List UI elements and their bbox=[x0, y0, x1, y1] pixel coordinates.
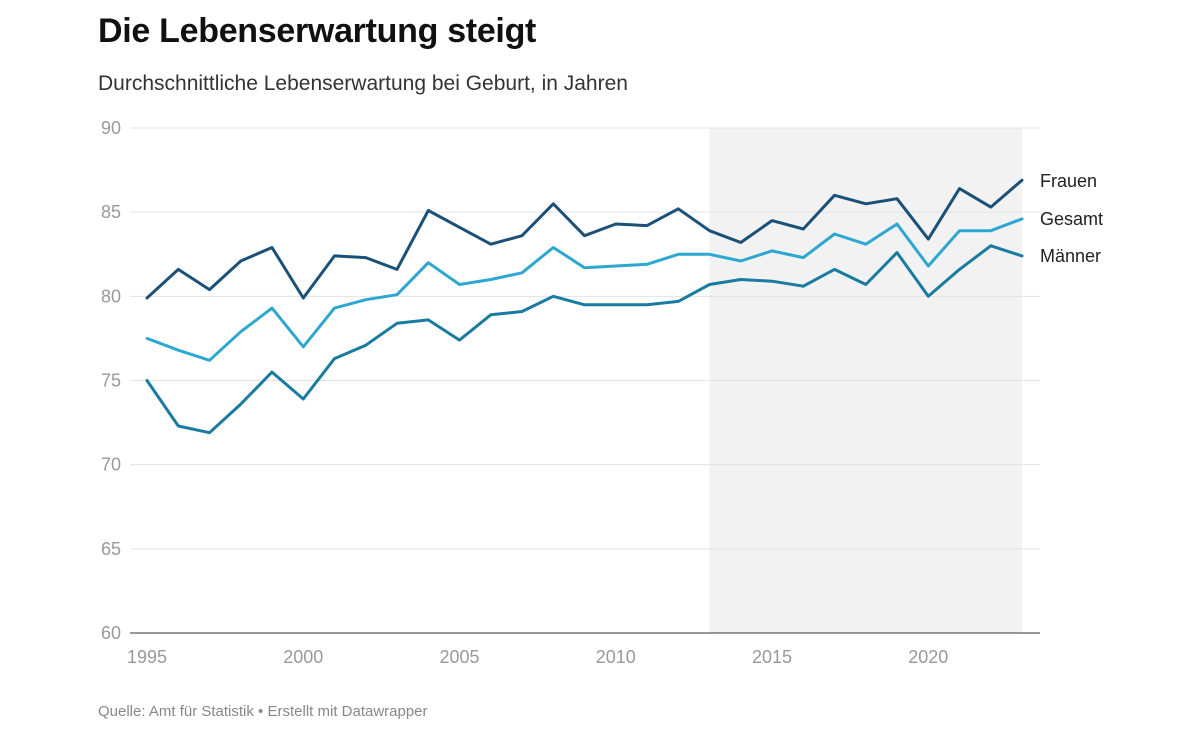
series-label-männer: Männer bbox=[1040, 246, 1101, 266]
x-tick-label: 2000 bbox=[283, 647, 323, 667]
y-tick-label: 90 bbox=[101, 118, 121, 138]
gridlines bbox=[130, 127, 1040, 634]
y-tick-label: 70 bbox=[101, 455, 121, 475]
y-tick-label: 75 bbox=[101, 371, 121, 391]
x-tick-labels: 1995 2000 2005 2010 2015 2020 bbox=[127, 647, 948, 667]
x-tick-label: 2005 bbox=[439, 647, 479, 667]
chart-subtitle: Durchschnittliche Lebenserwartung bei Ge… bbox=[98, 72, 628, 95]
x-tick-label: 1995 bbox=[127, 647, 167, 667]
x-tick-label: 2020 bbox=[908, 647, 948, 667]
source-note: Quelle: Amt für Statistik • Erstellt mit… bbox=[98, 703, 428, 720]
y-tick-label: 80 bbox=[101, 286, 121, 306]
x-tick-label: 2015 bbox=[752, 647, 792, 667]
series-lines bbox=[145, 178, 1024, 435]
x-tick-label: 2010 bbox=[596, 647, 636, 667]
chart-title: Die Lebenserwartung steigt bbox=[98, 12, 537, 50]
y-tick-labels: 60 65 70 75 80 85 90 bbox=[101, 118, 121, 643]
series-label-frauen: Frauen bbox=[1040, 171, 1097, 191]
series-label-gesamt: Gesamt bbox=[1040, 209, 1103, 229]
y-tick-label: 85 bbox=[101, 202, 121, 222]
series-line-männer bbox=[145, 244, 1024, 435]
series-line-gesamt bbox=[145, 217, 1024, 362]
y-tick-label: 60 bbox=[101, 623, 121, 643]
series-line-frauen bbox=[145, 178, 1024, 300]
series-labels: Frauen Gesamt Männer bbox=[1040, 171, 1103, 266]
y-tick-label: 65 bbox=[101, 539, 121, 559]
